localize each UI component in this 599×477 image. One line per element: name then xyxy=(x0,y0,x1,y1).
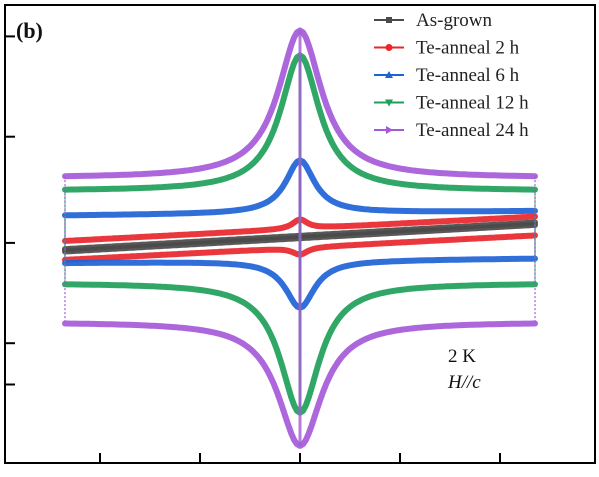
legend-marker xyxy=(386,17,392,23)
legend-item: Te-anneal 2 h xyxy=(374,38,520,59)
legend-item: Te-anneal 6 h xyxy=(374,65,520,86)
legend-label: Te-anneal 2 h xyxy=(416,38,520,59)
legend-item: As-grown xyxy=(374,10,492,31)
axis-ticks xyxy=(6,35,501,462)
field-direction-annotation: H//c xyxy=(447,372,481,393)
temperature-annotation: 2 K xyxy=(448,346,476,367)
legend: As-grown Te-anneal 2 h Te-anneal 6 h Te-ann… xyxy=(374,10,529,141)
legend-marker xyxy=(385,44,393,51)
series-group xyxy=(62,27,538,449)
legend-marker xyxy=(386,126,393,134)
panel-label: (b) xyxy=(16,18,43,43)
legend-label: As-grown xyxy=(416,10,492,31)
legend-label: Te-anneal 6 h xyxy=(416,65,520,86)
legend-item: Te-anneal 24 h xyxy=(374,120,529,141)
legend-marker xyxy=(385,71,393,78)
legend-label: Te-anneal 12 h xyxy=(416,93,529,114)
legend-marker xyxy=(385,99,393,107)
legend-label: Te-anneal 24 h xyxy=(416,120,529,141)
plot-frame xyxy=(4,4,596,464)
series-te-anneal-24-h xyxy=(62,27,538,449)
legend-item: Te-anneal 12 h xyxy=(374,93,529,114)
series-lower-branch xyxy=(62,320,538,449)
